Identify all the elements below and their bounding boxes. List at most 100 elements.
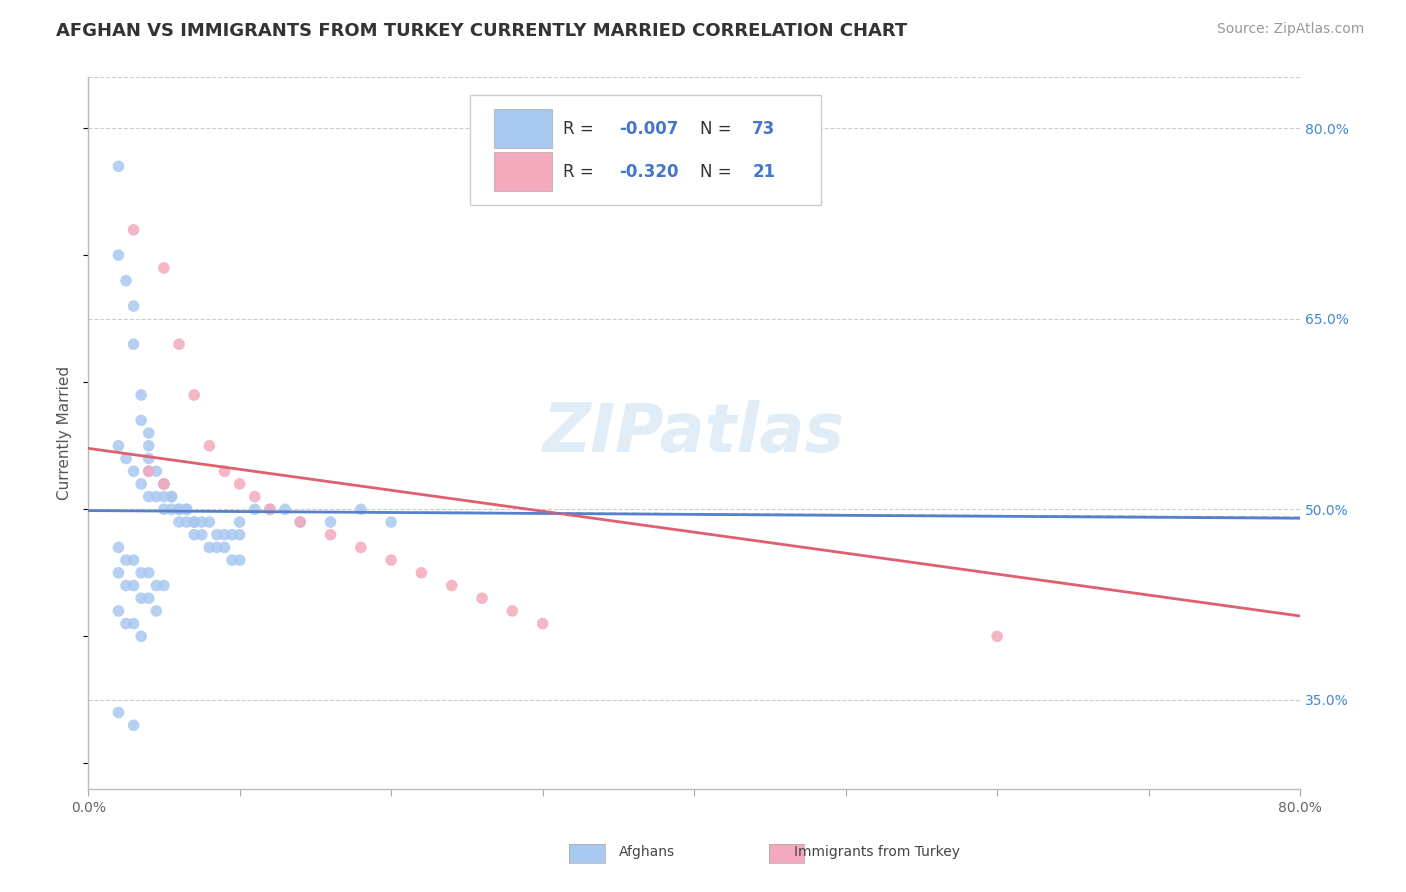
Point	[319, 515, 342, 529]
FancyBboxPatch shape	[470, 95, 821, 205]
Text: N =: N =	[700, 120, 737, 138]
Point	[122, 337, 145, 351]
Point	[350, 541, 373, 555]
Point	[129, 413, 152, 427]
Point	[176, 502, 198, 516]
Point	[380, 553, 402, 567]
Point	[107, 604, 129, 618]
Point	[122, 616, 145, 631]
Point	[167, 515, 190, 529]
Point	[153, 476, 176, 491]
Point	[214, 541, 236, 555]
FancyBboxPatch shape	[494, 153, 553, 191]
Point	[138, 490, 160, 504]
Point	[129, 629, 152, 643]
Point	[122, 464, 145, 478]
Point	[167, 502, 190, 516]
Text: ZIPatlas: ZIPatlas	[543, 401, 845, 467]
Point	[153, 578, 176, 592]
Point	[243, 490, 266, 504]
Point	[228, 515, 250, 529]
Text: -0.320: -0.320	[619, 163, 679, 181]
Point	[183, 527, 205, 541]
Point	[228, 553, 250, 567]
Text: Immigrants from Turkey: Immigrants from Turkey	[794, 845, 960, 859]
Point	[145, 604, 167, 618]
Point	[160, 490, 183, 504]
Point	[531, 616, 554, 631]
Point	[183, 388, 205, 402]
Point	[138, 451, 160, 466]
Point	[259, 502, 281, 516]
Point	[221, 527, 243, 541]
Point	[145, 490, 167, 504]
Point	[176, 502, 198, 516]
Point	[122, 578, 145, 592]
Text: N =: N =	[700, 163, 737, 181]
Text: Afghans: Afghans	[619, 845, 675, 859]
Point	[986, 629, 1008, 643]
Point	[115, 451, 138, 466]
Point	[145, 578, 167, 592]
Point	[138, 464, 160, 478]
Point	[411, 566, 433, 580]
Point	[290, 515, 312, 529]
Point	[129, 591, 152, 606]
Text: 21: 21	[752, 163, 776, 181]
Text: Source: ZipAtlas.com: Source: ZipAtlas.com	[1216, 22, 1364, 37]
Point	[153, 490, 176, 504]
Point	[138, 566, 160, 580]
Point	[319, 527, 342, 541]
Point	[138, 591, 160, 606]
Point	[501, 604, 523, 618]
FancyBboxPatch shape	[494, 110, 553, 148]
Text: R =: R =	[564, 120, 599, 138]
Point	[122, 223, 145, 237]
Point	[138, 464, 160, 478]
Point	[107, 248, 129, 262]
Point	[153, 502, 176, 516]
Text: AFGHAN VS IMMIGRANTS FROM TURKEY CURRENTLY MARRIED CORRELATION CHART: AFGHAN VS IMMIGRANTS FROM TURKEY CURRENT…	[56, 22, 907, 40]
Point	[243, 502, 266, 516]
Point	[153, 476, 176, 491]
Point	[228, 476, 250, 491]
Point	[107, 706, 129, 720]
Point	[290, 515, 312, 529]
Point	[160, 490, 183, 504]
Point	[138, 439, 160, 453]
Point	[115, 616, 138, 631]
Point	[191, 527, 214, 541]
Point	[138, 426, 160, 441]
Point	[214, 464, 236, 478]
Point	[122, 299, 145, 313]
Point	[107, 439, 129, 453]
Point	[205, 527, 228, 541]
Point	[176, 515, 198, 529]
Point	[145, 464, 167, 478]
Point	[221, 553, 243, 567]
Text: R =: R =	[564, 163, 599, 181]
Point	[167, 502, 190, 516]
Point	[471, 591, 494, 606]
Point	[115, 578, 138, 592]
Point	[183, 515, 205, 529]
Point	[129, 476, 152, 491]
Point	[107, 159, 129, 173]
Text: 73: 73	[752, 120, 776, 138]
Point	[122, 718, 145, 732]
Point	[350, 502, 373, 516]
Point	[205, 541, 228, 555]
Point	[107, 566, 129, 580]
Text: -0.007: -0.007	[619, 120, 678, 138]
Point	[115, 553, 138, 567]
Point	[214, 527, 236, 541]
Point	[380, 515, 402, 529]
Point	[183, 515, 205, 529]
Point	[129, 388, 152, 402]
Point	[160, 502, 183, 516]
Point	[115, 274, 138, 288]
Point	[107, 541, 129, 555]
Y-axis label: Currently Married: Currently Married	[58, 366, 72, 500]
Point	[153, 260, 176, 275]
Point	[122, 553, 145, 567]
